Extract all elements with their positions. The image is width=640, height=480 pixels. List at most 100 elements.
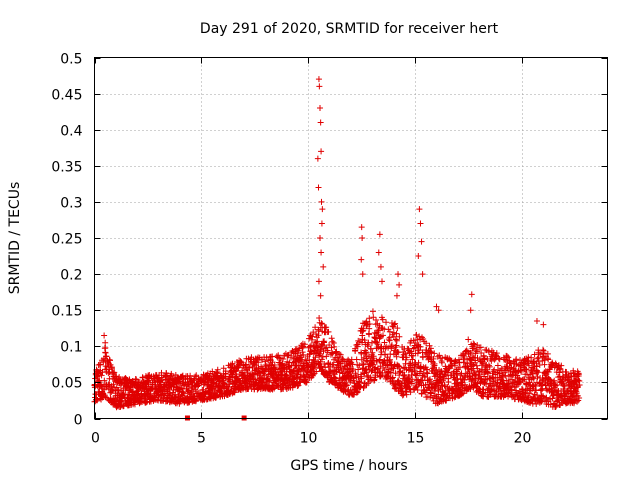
- data-point: [424, 370, 431, 377]
- data-point: [552, 360, 559, 367]
- data-point: [417, 343, 424, 350]
- data-point: [526, 390, 533, 397]
- data-point: [294, 350, 301, 357]
- data-point: [232, 368, 239, 375]
- data-point: [481, 356, 488, 363]
- data-point: [168, 372, 175, 379]
- data-point: [97, 361, 104, 368]
- data-point: [102, 344, 109, 351]
- data-point: [98, 382, 105, 389]
- y-tick-label: 0.1: [60, 340, 82, 356]
- data-point: [216, 378, 223, 385]
- data-point: [435, 307, 442, 314]
- data-point: [418, 377, 425, 384]
- data-point: [557, 365, 564, 372]
- data-point: [556, 369, 563, 376]
- data-point: [107, 357, 114, 364]
- data-point: [423, 366, 430, 373]
- data-point: [316, 83, 323, 90]
- y-tick-label: 0.25: [51, 232, 82, 248]
- data-point: [111, 369, 118, 376]
- y-tick-label: 0.3: [60, 196, 82, 212]
- data-point: [473, 362, 480, 369]
- data-point: [374, 341, 381, 348]
- data-point: [533, 368, 540, 375]
- data-point: [538, 398, 545, 405]
- data-point: [431, 360, 438, 367]
- data-point: [108, 388, 115, 395]
- data-point: [538, 386, 545, 393]
- data-point: [317, 119, 324, 126]
- data-point: [468, 378, 475, 385]
- data-point: [310, 371, 317, 378]
- data-point: [409, 376, 416, 383]
- data-point: [187, 372, 194, 379]
- data-point: [229, 360, 236, 367]
- data-point: [323, 353, 330, 360]
- data-point: [386, 334, 393, 341]
- data-point: [403, 354, 410, 361]
- data-point: [300, 351, 307, 358]
- data-point: [180, 390, 187, 397]
- data-point: [401, 371, 408, 378]
- data-point: [377, 263, 384, 270]
- data-point: [531, 351, 538, 358]
- data-point: [559, 378, 566, 385]
- data-point: [477, 344, 484, 351]
- data-point: [574, 398, 581, 405]
- data-point: [449, 362, 456, 369]
- data-point: [405, 367, 412, 374]
- data-point: [328, 335, 335, 342]
- data-point: [296, 345, 303, 352]
- data-point: [329, 338, 336, 345]
- data-point: [354, 343, 361, 350]
- data-point: [360, 361, 367, 368]
- data-point: [359, 235, 366, 241]
- x-axis-label: GPS time / hours: [290, 458, 407, 474]
- data-point: [363, 318, 370, 325]
- data-point: [359, 271, 366, 278]
- y-tick-label: 0.05: [51, 376, 82, 392]
- data-point: [292, 346, 299, 353]
- data-point: [393, 292, 400, 299]
- data-point: [535, 369, 542, 376]
- data-point: [295, 382, 302, 389]
- data-point: [576, 395, 583, 402]
- data-point: [510, 380, 517, 387]
- data-point: [392, 320, 399, 327]
- data-point: [382, 351, 389, 358]
- data-point: [543, 394, 550, 401]
- data-point: [434, 370, 441, 377]
- data-point: [383, 319, 390, 326]
- data-point: [190, 377, 197, 384]
- data-point: [386, 328, 393, 335]
- data-point: [315, 278, 322, 285]
- data-point: [337, 360, 344, 367]
- data-point: [420, 335, 427, 342]
- data-point: [447, 357, 454, 364]
- data-point: [462, 381, 469, 388]
- data-point: [357, 371, 364, 378]
- y-tick-label: 0.35: [51, 160, 82, 176]
- data-point: [315, 184, 322, 191]
- data-point: [430, 355, 437, 362]
- y-tick-label: 0.15: [51, 304, 82, 320]
- data-point: [518, 368, 525, 375]
- data-point: [470, 340, 477, 347]
- data-point: [389, 375, 396, 382]
- data-point: [360, 327, 367, 334]
- data-point: [369, 308, 376, 315]
- data-point: [369, 349, 376, 356]
- data-point: [477, 357, 484, 364]
- data-point: [573, 390, 580, 397]
- data-point: [436, 352, 443, 359]
- data-point: [541, 357, 548, 364]
- data-point: [481, 380, 488, 387]
- data-point: [534, 373, 541, 380]
- data-point: [319, 321, 326, 328]
- data-point: [461, 377, 468, 384]
- data-point: [120, 390, 127, 397]
- data-point: [465, 336, 472, 343]
- data-point: [275, 352, 282, 359]
